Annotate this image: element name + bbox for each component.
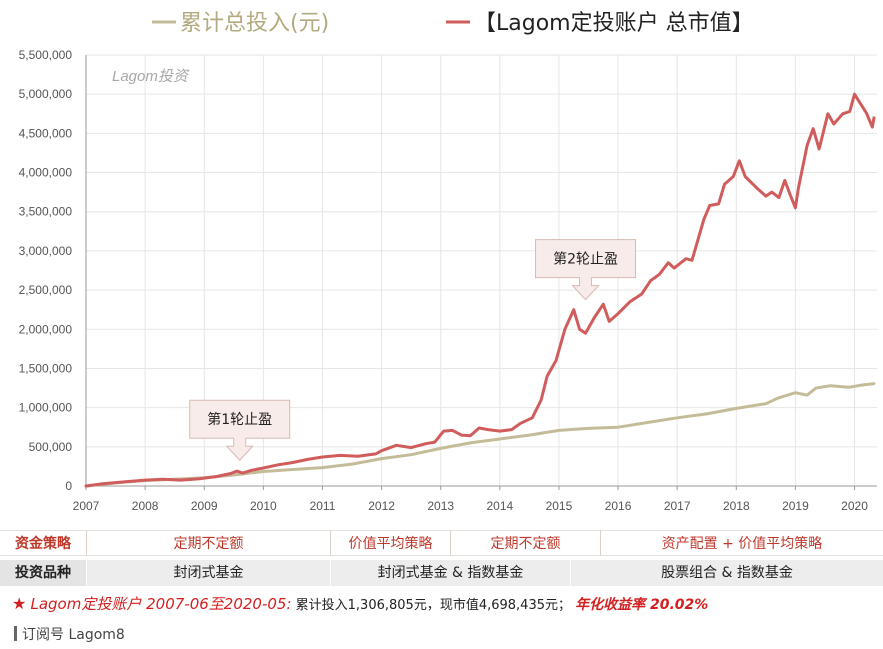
y-tick-label: 5,500,000	[19, 48, 73, 62]
line-chart: 0 500,000 1,000,000 1,500,000 2,000,000 2,500…	[19, 11, 877, 513]
axes	[85, 55, 877, 490]
series-line-market-value	[84, 92, 876, 488]
y-tick-label: 1,500,000	[19, 361, 73, 375]
summary-highlight: 年化收益率 20.02%	[575, 597, 709, 613]
footer-label: 订阅号 Lagom8	[22, 627, 125, 643]
legend-label-market-value: 【Lagom定投账户 总市值】	[474, 11, 754, 36]
strategy-cell: 价值平均策略	[330, 530, 450, 556]
x-tick-label: 2009	[191, 499, 218, 513]
x-tick-label: 2016	[605, 499, 632, 513]
product-cell: 封闭式基金	[86, 560, 330, 586]
x-tick-label: 2010	[250, 499, 277, 513]
x-tick-label: 2015	[546, 499, 573, 513]
x-tick-label: 2013	[427, 499, 454, 513]
y-tick-label: 3,500,000	[19, 205, 73, 219]
summary-line: ★ Lagom定投账户 2007-06至2020-05: 累计投入1,306,8…	[12, 593, 708, 614]
annotation-callout	[535, 239, 637, 301]
y-tick-labels: 0 500,000 1,000,000 1,500,000 2,000,000 2,500…	[19, 48, 73, 493]
row-header-product: 投资品种	[0, 560, 86, 586]
legend-label-invested: 累计总投入(元)	[180, 11, 329, 36]
y-tick-label: 5,000,000	[19, 87, 73, 101]
strategy-cell: 定期不定额	[86, 530, 330, 556]
x-tick-label: 2007	[73, 499, 100, 513]
x-tick-label: 2018	[723, 499, 750, 513]
x-tick-label: 2019	[782, 499, 809, 513]
annotation-label: 第2轮止盈	[553, 251, 618, 268]
y-tick-label: 2,000,000	[19, 322, 73, 336]
star-icon: ★	[12, 594, 27, 613]
annotation-label: 第1轮止盈	[207, 411, 272, 428]
series-lines	[84, 92, 876, 488]
x-tick-label: 2008	[132, 499, 159, 513]
y-tick-label: 4,000,000	[19, 166, 73, 180]
x-tick-labels: 2007 2008 2009 2010 2011 2012 2013 2014 2015 2016…	[73, 499, 869, 513]
footer-bar-icon	[14, 626, 17, 641]
x-tick-label: 2020	[841, 499, 868, 513]
y-tick-label: 500,000	[29, 440, 73, 454]
y-tick-label: 2,500,000	[19, 283, 73, 297]
product-cell: 封闭式基金 & 指数基金	[330, 560, 570, 586]
series-line-invested	[84, 382, 876, 488]
watermark-text: Lagom投资	[112, 68, 190, 85]
strategy-row: 资金策略 定期不定额 价值平均策略 定期不定额 资产配置 + 价值平均策略	[0, 530, 883, 556]
strategy-cell: 资产配置 + 价值平均策略	[600, 530, 883, 556]
x-tick-label: 2012	[368, 499, 395, 513]
x-tick-label: 2014	[486, 499, 513, 513]
legend: 累计总投入(元) 【Lagom定投账户 总市值】	[152, 11, 754, 36]
product-cell: 股票组合 & 指数基金	[570, 560, 883, 586]
y-tick-label: 3,000,000	[19, 244, 73, 258]
y-tick-label: 4,500,000	[19, 126, 73, 140]
annotations: 第1轮止盈 第2轮止盈	[189, 239, 637, 461]
row-header-strategy: 资金策略	[0, 530, 86, 556]
product-row: 投资品种 封闭式基金 封闭式基金 & 指数基金 股票组合 & 指数基金	[0, 560, 883, 586]
x-tick-label: 2011	[310, 499, 336, 513]
annotation-callout	[189, 399, 291, 461]
y-tick-label: 1,000,000	[19, 401, 73, 415]
summary-body: 累计投入1,306,805元，现市值4,698,435元；	[295, 598, 571, 613]
strategy-cell: 定期不定额	[450, 530, 600, 556]
y-tick-label: 0	[65, 479, 72, 493]
x-tick-label: 2017	[664, 499, 691, 513]
summary-title: Lagom定投账户 2007-06至2020-05:	[30, 595, 292, 613]
footer-subscription: 订阅号 Lagom8	[14, 624, 125, 644]
